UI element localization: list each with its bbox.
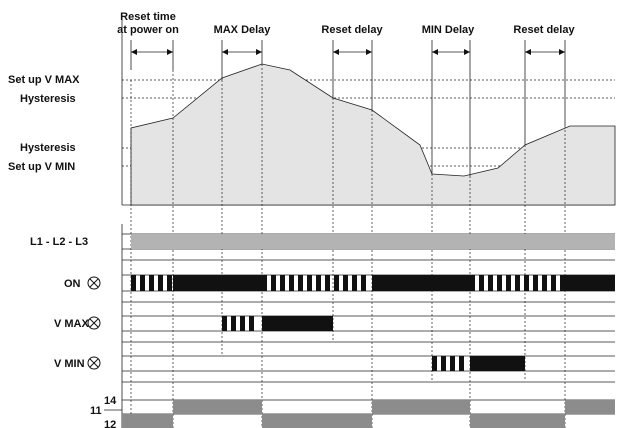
blink-stripe xyxy=(352,275,357,291)
blink-stripe xyxy=(450,356,455,371)
blink-stripe xyxy=(289,275,294,291)
blink-stripe xyxy=(542,275,547,291)
l1l2l3-label: L1 - L2 - L3 xyxy=(30,236,88,248)
blink-stripe xyxy=(325,275,330,291)
on-solid-3 xyxy=(565,275,615,291)
blink-stripe xyxy=(222,316,227,331)
blink-stripe xyxy=(167,275,172,291)
hysteresis-high-label: Hysteresis xyxy=(20,93,76,105)
blink-stripe xyxy=(307,275,312,291)
on-blink-1 xyxy=(131,275,172,291)
blink-stripe xyxy=(560,275,565,291)
hysteresis-low-label: Hysteresis xyxy=(20,142,76,154)
vmin-row xyxy=(122,355,615,383)
pin11-label: 11 xyxy=(90,405,102,417)
blink-stripe xyxy=(551,275,556,291)
max-delay-label: MAX Delay xyxy=(214,24,272,36)
vmin-output-icon xyxy=(87,356,101,370)
reset-time-bracket xyxy=(130,40,174,70)
blink-stripe xyxy=(506,275,511,291)
on-blink-2 xyxy=(262,275,366,291)
relay-14-bar-1 xyxy=(173,400,262,414)
on-row xyxy=(122,259,615,303)
blink-stripe xyxy=(240,316,245,331)
reset-delay-bracket-1 xyxy=(332,40,373,110)
reset-time-label-line1: Reset time xyxy=(120,11,176,23)
reset-time-label-line2: at power on xyxy=(117,24,179,36)
blink-stripe xyxy=(343,275,348,291)
blink-stripe xyxy=(140,275,145,291)
relay-12-bar-2 xyxy=(262,414,372,428)
vmin-solid xyxy=(470,356,525,371)
min-delay-label: MIN Delay xyxy=(422,24,475,36)
blink-stripe xyxy=(249,316,254,331)
blink-stripe xyxy=(316,275,321,291)
pin14-label: 14 xyxy=(104,395,117,407)
blink-stripe xyxy=(262,275,267,291)
relay-14-bar-3 xyxy=(565,400,615,414)
relay-12-bar-3 xyxy=(470,414,565,428)
l1l2l3-row xyxy=(122,233,615,250)
on-solid-1 xyxy=(173,275,262,291)
blink-stripe xyxy=(271,275,276,291)
blink-stripe xyxy=(131,275,136,291)
blink-stripe xyxy=(515,275,520,291)
blink-stripe xyxy=(524,275,529,291)
blink-stripe xyxy=(334,275,339,291)
reset-delay-bracket-2 xyxy=(524,40,566,145)
vmax-solid xyxy=(262,316,333,331)
blink-stripe xyxy=(533,275,538,291)
relay-14-bar-2 xyxy=(372,400,470,414)
pin12-label: 12 xyxy=(104,419,116,428)
blink-stripe xyxy=(441,356,446,371)
blink-stripe xyxy=(432,356,437,371)
vmax-row xyxy=(122,315,615,343)
blink-stripe xyxy=(497,275,502,291)
on-label: ON xyxy=(64,278,81,290)
blink-stripe xyxy=(231,316,236,331)
vmax-blink xyxy=(222,316,254,331)
blink-stripe xyxy=(361,275,366,291)
vmin-label: V MIN xyxy=(54,358,85,370)
blink-stripe xyxy=(298,275,303,291)
blink-stripe xyxy=(149,275,154,291)
reset-delay-label-2: Reset delay xyxy=(513,24,575,36)
on-output-icon xyxy=(87,276,101,290)
on-blink-3 xyxy=(470,275,565,291)
relay-row xyxy=(122,399,615,428)
vmax-label: V MAX xyxy=(54,318,90,330)
setup-vmax-label: Set up V MAX xyxy=(8,74,80,86)
relay-12-bar-1 xyxy=(122,414,173,428)
blink-stripe xyxy=(459,356,464,371)
blink-stripe xyxy=(280,275,285,291)
vmin-blink xyxy=(432,356,464,371)
supply-on-bar xyxy=(131,234,615,249)
min-delay-bracket xyxy=(431,40,471,176)
vmax-output-icon xyxy=(87,316,101,330)
setup-vmin-label: Set up V MIN xyxy=(8,161,75,173)
blink-stripe xyxy=(158,275,163,291)
on-solid-2 xyxy=(372,275,470,291)
blink-stripe xyxy=(470,275,475,291)
blink-stripe xyxy=(488,275,493,291)
reset-delay-label-1: Reset delay xyxy=(321,24,383,36)
max-delay-bracket xyxy=(221,40,263,80)
blink-stripe xyxy=(479,275,484,291)
voltage-waveform xyxy=(130,63,616,206)
